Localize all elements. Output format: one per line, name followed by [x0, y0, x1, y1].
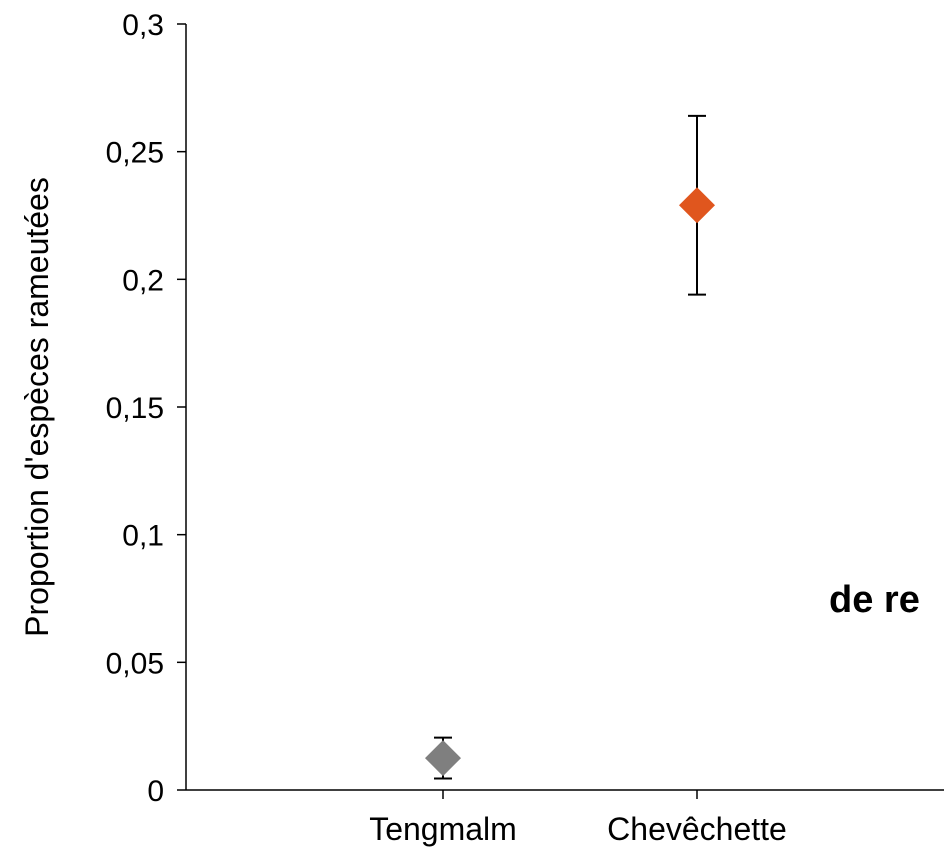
y-tick-label: 0,1	[122, 520, 164, 553]
data-points	[425, 114, 715, 780]
y-ticks: 0 0,05 0,1 0,15 0,2 0,25 0,3	[106, 9, 186, 808]
y-tick-label: 0,25	[106, 137, 164, 170]
data-point-marker	[425, 740, 461, 777]
data-point-marker	[679, 187, 715, 224]
y-axis-label: Proportion d'espèces rameutées	[19, 177, 55, 637]
x-ticks: Tengmalm Chevêchette	[369, 790, 787, 847]
x-category-label: Tengmalm	[369, 811, 517, 847]
annotation-text: de re	[829, 579, 920, 621]
y-tick-label: 0,05	[106, 647, 164, 680]
y-tick-label: 0,2	[122, 264, 164, 297]
y-tick-label: 0,3	[122, 9, 164, 42]
y-tick-label: 0,15	[106, 392, 164, 425]
y-tick-label: 0	[147, 775, 164, 808]
x-category-label: Chevêchette	[607, 811, 787, 847]
